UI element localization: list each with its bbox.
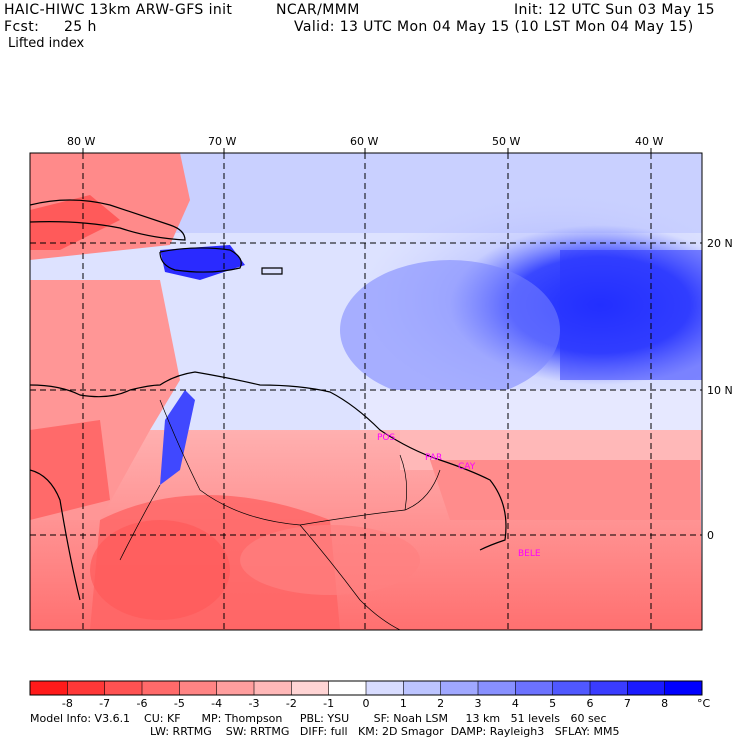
lat-lon-grid: [30, 153, 702, 630]
lifted-index-field: [30, 153, 702, 630]
lon-label-60w: 60 W: [350, 135, 378, 148]
colorbar-swatch: [478, 681, 516, 695]
colorbar-tick-label: -4: [211, 697, 222, 710]
valid-time: Valid: 13 UTC Mon 04 May 15 (10 LST Mon …: [294, 19, 694, 35]
field-name: Lifted index: [8, 36, 85, 51]
colorbar-tick-label: -3: [249, 697, 260, 710]
fcst-value: 25 h: [64, 19, 97, 35]
colorbar-unit: °C: [697, 697, 711, 710]
footer-line-1: Model Info: V3.6.1 CU: KF MP: Thompson P…: [30, 712, 607, 725]
colorbar-tick-label: -1: [323, 697, 334, 710]
colorbar-swatch: [440, 681, 479, 695]
lon-label-70w: 70 W: [208, 135, 236, 148]
city-cay: CAY: [458, 462, 476, 472]
colorbar: [29, 680, 703, 696]
lat-label-10n: 10 N: [707, 384, 733, 397]
colorbar-tick-label: 3: [475, 697, 482, 710]
lat-label-20n: 20 N: [707, 237, 733, 250]
org-label: NCAR/MMM: [276, 2, 360, 18]
colorbar-tick-label: -2: [286, 697, 297, 710]
colorbar-swatch: [179, 681, 218, 695]
colorbar-swatch: [216, 681, 255, 695]
colorbar-swatch: [142, 681, 180, 695]
colorbar-swatch: [403, 681, 442, 695]
colorbar-swatch: [291, 681, 330, 695]
lon-label-50w: 50 W: [492, 135, 520, 148]
colorbar-tick-label: 5: [549, 697, 556, 710]
country-borders: [119, 399, 441, 630]
model-title: HAIC-HIWC 13km ARW-GFS init: [4, 2, 233, 18]
colorbar-tick-label: 8: [661, 697, 668, 710]
colorbar-tick-label: 6: [587, 697, 594, 710]
colorbar-swatch: [67, 681, 106, 695]
city-pos: POS: [377, 433, 396, 443]
colorbar-ticks: -8 -7 -6 -5 -4 -3 -2 -1 0 1 2 3 4 5 6 7 8 °C: [62, 681, 711, 710]
colorbar-swatch: [254, 681, 292, 695]
colorbar-tick-label: 7: [624, 697, 631, 710]
lon-label-80w: 80 W: [67, 135, 95, 148]
colorbar-swatch: [590, 681, 628, 695]
colorbar-swatch: [104, 681, 143, 695]
colorbar-swatch: [627, 681, 666, 695]
colorbar-swatch: [664, 681, 703, 695]
city-par: PAR: [425, 453, 442, 463]
colorbar-tick-label: -6: [137, 697, 148, 710]
colorbar-swatch: [515, 681, 554, 695]
footer-line-2: LW: RRTMG SW: RRTMG DIFF: full KM: 2D Sm…: [150, 725, 620, 738]
colorbar-tick-label: 1: [400, 697, 407, 710]
lon-label-40w: 40 W: [635, 135, 663, 148]
colorbar-tick-label: -5: [174, 697, 185, 710]
colorbar-swatch: [30, 681, 68, 695]
colorbar-tick-label: 0: [363, 697, 370, 710]
colorbar-swatch: [328, 681, 367, 695]
fcst-label: Fcst:: [4, 19, 40, 35]
colorbar-tick-label: -7: [99, 697, 110, 710]
colorbar-tick-label: -8: [62, 697, 73, 710]
map-frame: [29, 152, 703, 631]
city-bele: BELE: [518, 549, 541, 559]
colorbar-tick-label: 4: [512, 697, 519, 710]
coastlines: [30, 199, 507, 601]
colorbar-swatch: [366, 681, 404, 695]
colorbar-tick-label: 2: [437, 697, 444, 710]
init-time: Init: 12 UTC Sun 03 May 15: [514, 2, 715, 18]
colorbar-swatch: [552, 681, 591, 695]
lat-label-0: 0: [707, 529, 714, 542]
